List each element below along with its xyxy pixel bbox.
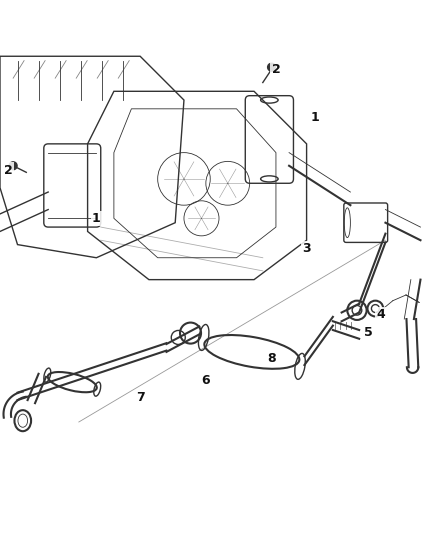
Text: 6: 6 bbox=[201, 374, 210, 387]
Text: 7: 7 bbox=[136, 391, 145, 405]
Text: 2: 2 bbox=[272, 63, 280, 76]
Text: 2: 2 bbox=[4, 164, 13, 176]
Text: 1: 1 bbox=[311, 111, 320, 124]
Circle shape bbox=[268, 63, 276, 71]
Text: 1: 1 bbox=[92, 212, 101, 225]
Text: 5: 5 bbox=[364, 326, 372, 338]
Text: 3: 3 bbox=[302, 243, 311, 255]
Circle shape bbox=[9, 162, 17, 169]
Text: 4: 4 bbox=[377, 308, 385, 321]
Text: 8: 8 bbox=[267, 352, 276, 365]
